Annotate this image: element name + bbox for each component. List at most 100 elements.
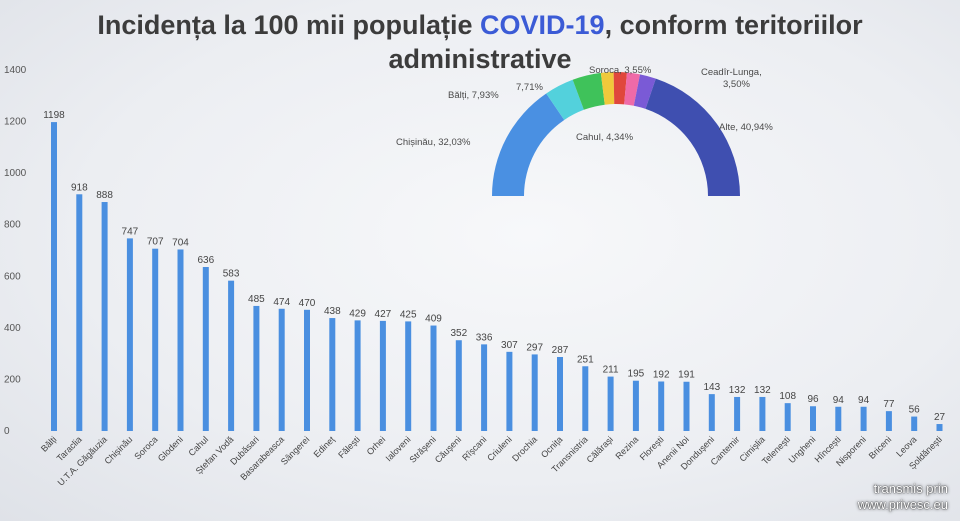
bar	[860, 406, 867, 431]
donut-slice	[633, 74, 656, 109]
bar	[531, 354, 538, 431]
bar	[354, 320, 361, 431]
y-tick-label: 1200	[4, 117, 27, 128]
bar	[253, 305, 260, 431]
bar	[379, 320, 386, 431]
bar-value-label: 704	[172, 237, 189, 248]
title-text-end: , conform teritoriilor	[604, 10, 863, 40]
bar-value-label: 918	[71, 182, 88, 193]
bar	[683, 381, 690, 431]
bar-value-label: 425	[400, 309, 417, 320]
donut-slice	[492, 93, 565, 196]
category-label: Cahul	[187, 434, 211, 458]
bar	[228, 280, 235, 431]
bar	[658, 381, 665, 431]
category-label: Bălți	[39, 434, 58, 453]
donut-slice-label: Chișinău, 32,03%	[396, 137, 471, 148]
bar	[51, 122, 57, 431]
title-line-1: Incidența la 100 mii populație COVID-19,…	[0, 8, 960, 42]
donut-slice-label: 7,71%	[516, 82, 543, 93]
bar	[481, 344, 488, 431]
bar-value-label: 77	[883, 399, 895, 410]
category-label: Ungheni	[787, 434, 818, 465]
category-label: Telenești	[760, 434, 792, 466]
bar-value-label: 470	[299, 298, 316, 309]
bar-value-label: 108	[779, 391, 796, 402]
bar-value-label: 1198	[43, 110, 65, 121]
y-tick-label: 1400	[4, 65, 27, 76]
bar	[810, 406, 816, 431]
title-text-start: Incidența la 100 mii populație	[97, 10, 481, 40]
donut-slice	[600, 72, 615, 105]
donut-slice-label: Cahul, 4,34%	[576, 132, 634, 143]
bar	[835, 406, 842, 431]
y-tick-label: 400	[4, 323, 21, 334]
donut-slice-label: Alte, 40,94%	[719, 122, 773, 133]
donut-slice-label: Ceadîr-Lunga,	[701, 67, 762, 78]
y-tick-label: 200	[4, 374, 21, 385]
y-tick-label: 600	[4, 271, 21, 282]
bar-value-label: 747	[122, 226, 139, 237]
donut-slice	[624, 72, 641, 106]
bar	[506, 351, 513, 431]
category-label: Rîșcani	[460, 434, 488, 462]
category-label: Chișinău	[102, 434, 134, 466]
bar-value-label: 888	[96, 190, 113, 201]
bar-value-label: 707	[147, 237, 164, 248]
donut-slice-label: Soroca, 3,55%	[589, 65, 652, 76]
y-tick-label: 1000	[4, 168, 27, 179]
bar-value-label: 438	[324, 306, 341, 317]
donut-slice	[572, 72, 605, 110]
category-label: Rezina	[613, 434, 640, 461]
bar-value-label: 191	[678, 370, 695, 381]
bar	[455, 340, 462, 431]
bar-value-label: 192	[653, 369, 670, 380]
bar	[278, 308, 285, 431]
bar	[329, 318, 336, 431]
bar-value-label: 132	[754, 385, 771, 396]
bar	[936, 424, 943, 431]
bar-value-label: 56	[909, 405, 921, 416]
watermark-line-1: transmis prin	[873, 481, 948, 496]
bar	[557, 356, 563, 431]
category-label: Strășeni	[407, 434, 437, 464]
bar	[734, 396, 741, 431]
watermark-line-2: www.privesc.eu	[857, 497, 948, 512]
bar	[784, 403, 791, 431]
bar-value-label: 307	[501, 340, 518, 351]
bar	[708, 394, 715, 431]
bar-value-label: 636	[197, 255, 214, 266]
y-tick-label: 800	[4, 220, 21, 231]
bar-value-label: 583	[223, 269, 240, 280]
bar	[126, 238, 133, 431]
category-label: Drochia	[510, 434, 539, 463]
bar-value-label: 27	[934, 412, 946, 423]
category-label: Călărași	[585, 434, 615, 464]
bar	[632, 380, 639, 431]
bar-value-label: 251	[577, 354, 594, 365]
bar-value-label: 96	[807, 394, 819, 405]
donut-slice-label: Bălți, 7,93%	[448, 90, 499, 101]
bar	[152, 248, 159, 431]
bar-value-label: 94	[858, 395, 870, 406]
bar	[202, 267, 209, 431]
category-label: Căușeni	[433, 434, 463, 464]
bar	[304, 309, 310, 431]
bar	[582, 366, 589, 431]
title-accent: COVID-19	[480, 10, 605, 40]
donut-slice	[645, 78, 740, 196]
donut-slice	[613, 72, 627, 105]
donut-slice-value: 3,50%	[723, 79, 750, 90]
donut-slice	[546, 79, 584, 120]
bar-value-label: 427	[375, 309, 392, 320]
bar	[430, 325, 437, 431]
bar	[607, 376, 614, 431]
bar-value-label: 211	[603, 365, 619, 376]
category-label: Glodeni	[156, 434, 185, 463]
bar-value-label: 474	[273, 297, 290, 308]
y-tick-label: 0	[4, 426, 10, 437]
bar	[101, 202, 108, 431]
bar	[759, 396, 766, 431]
